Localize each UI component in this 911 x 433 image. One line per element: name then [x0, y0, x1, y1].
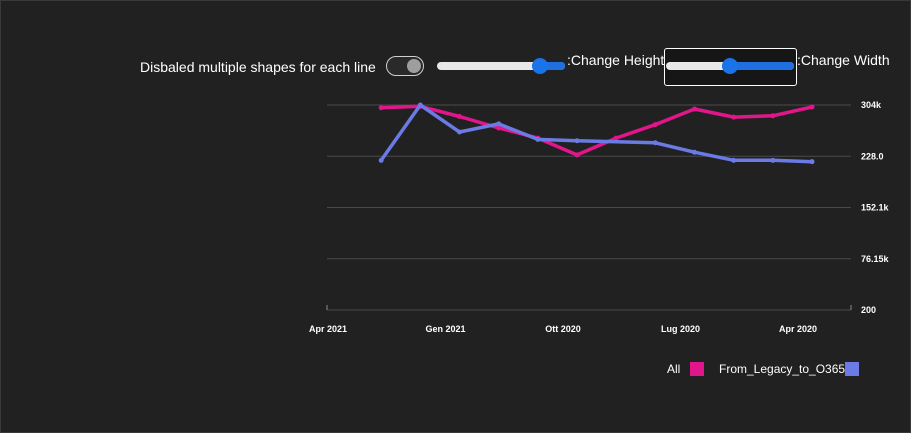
- data-point-all: [457, 113, 462, 119]
- x-tick-label: Lug 2020: [661, 324, 700, 334]
- y-tick-label: 200: [861, 305, 876, 315]
- data-point-legacy: [574, 138, 580, 144]
- x-tick-label: Ott 2020: [545, 324, 581, 334]
- data-point-legacy: [496, 121, 502, 127]
- data-point-legacy: [417, 102, 423, 108]
- series-line-all: [379, 104, 814, 157]
- y-tick-label: 228.0: [861, 151, 884, 161]
- data-point-all: [809, 104, 815, 110]
- data-point-legacy: [692, 149, 697, 155]
- x-tick-label: Gen 2021: [425, 324, 465, 334]
- y-tick-label: 76.15k: [861, 254, 890, 264]
- width-slider-fill: [722, 62, 794, 70]
- data-point-legacy: [770, 157, 776, 163]
- y-tick-label: 152.1k: [861, 203, 890, 213]
- data-point-all: [378, 105, 384, 111]
- legend-label-legacy: From_Legacy_to_O365: [719, 362, 846, 376]
- data-point-legacy: [731, 157, 737, 163]
- chart-controls: Disbaled multiple shapes for each line :…: [0, 0, 911, 100]
- height-slider-fill: [532, 62, 565, 70]
- x-tick-label: Apr 2020: [779, 324, 817, 334]
- data-point-legacy: [378, 157, 384, 163]
- data-point-legacy: [809, 159, 815, 165]
- data-point-legacy: [535, 136, 541, 142]
- width-slider[interactable]: [666, 55, 794, 79]
- data-point-legacy: [652, 140, 658, 146]
- data-point-all: [692, 106, 697, 112]
- legend-label-all: All: [667, 362, 681, 376]
- shapes-toggle-label: Disbaled multiple shapes for each line: [140, 59, 376, 75]
- shapes-toggle[interactable]: [386, 56, 424, 76]
- height-slider[interactable]: [437, 55, 565, 79]
- toggle-knob: [407, 59, 421, 73]
- width-slider-thumb[interactable]: [722, 58, 738, 74]
- data-point-all: [731, 114, 737, 120]
- height-slider-label: :Change Height: [567, 52, 665, 68]
- y-tick-label: 304k: [861, 100, 882, 110]
- data-point-all: [770, 113, 776, 119]
- legend-swatch-legacy: [845, 362, 859, 376]
- height-slider-thumb[interactable]: [532, 58, 548, 74]
- data-point-all: [652, 122, 658, 128]
- data-point-all: [574, 152, 580, 158]
- data-point-all: [613, 135, 619, 141]
- height-slider-track: [437, 62, 565, 70]
- width-slider-label: :Change Width: [797, 52, 890, 68]
- legend-swatch-all: [690, 362, 704, 376]
- x-tick-label: Apr 2021: [309, 324, 347, 334]
- data-point-legacy: [457, 129, 462, 135]
- data-point-all: [496, 125, 502, 131]
